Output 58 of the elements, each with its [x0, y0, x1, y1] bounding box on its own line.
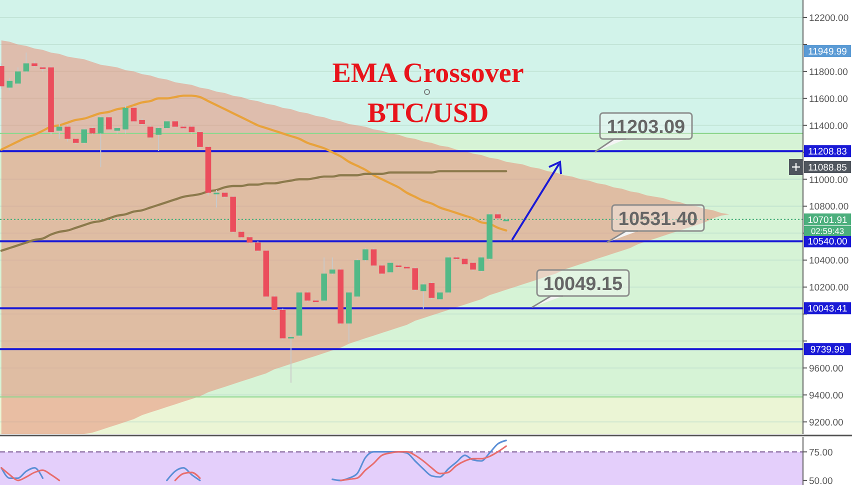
y-tick-label: 10200.00: [809, 282, 849, 294]
text: EMA Crossover: [332, 58, 524, 89]
candlestick: [122, 104, 128, 134]
candlestick: [254, 240, 261, 253]
ref-line-label: 10701.91: [808, 214, 848, 226]
y-tick-label: 9200.00: [809, 417, 844, 428]
candlestick: [420, 282, 426, 310]
candlestick: [470, 260, 476, 272]
y-tick-label: 10400.00: [809, 256, 849, 267]
candlestick: [156, 126, 162, 152]
text: BTC/USD: [367, 98, 489, 129]
candlestick: [387, 260, 394, 274]
y-tick-label: 10800.00: [809, 202, 849, 213]
y-tick-label: 9400.00: [809, 390, 844, 402]
text: 02:59:43: [810, 226, 844, 236]
candlestick: [214, 190, 220, 208]
candlestick: [130, 106, 137, 124]
ref-line-label: 10043.41: [808, 304, 848, 315]
candlestick: [6, 78, 13, 91]
candlestick: [23, 52, 30, 74]
candlestick: [304, 290, 310, 302]
y-tick-label: 9600.00: [809, 363, 844, 374]
candlestick: [428, 281, 435, 300]
y-tick-label: 11800.00: [809, 66, 848, 78]
candlestick: [478, 256, 484, 273]
candlestick: [147, 124, 154, 140]
candlestick: [81, 128, 88, 145]
candlestick: [437, 290, 443, 302]
candlestick: [56, 124, 62, 140]
ref-line-label: 10540.00: [808, 236, 848, 248]
y-tick-label: 11000.00: [809, 174, 848, 186]
text: 11949.99: [808, 46, 847, 58]
candlestick: [362, 248, 368, 262]
text: 11088.85: [808, 162, 847, 174]
ref-line-label: 9739.99: [810, 344, 845, 356]
annotation: 10049.15: [543, 274, 624, 295]
annotation: 11203.09: [606, 117, 686, 138]
candlestick: [272, 294, 278, 312]
y-tick-label: 12200.00: [809, 13, 849, 24]
y-tick-label: 11400.00: [809, 120, 848, 132]
candlestick: [106, 115, 112, 132]
candlestick: [370, 248, 377, 268]
candlestick: [379, 264, 385, 276]
line-series: [0, 94, 508, 232]
candlestick: [98, 115, 104, 168]
candlestick: [197, 130, 203, 150]
candlestick: [164, 119, 170, 130]
line-series: [0, 170, 508, 252]
annotation: 10531.40: [618, 209, 698, 230]
candlestick: [15, 66, 21, 86]
candlestick: [64, 124, 70, 142]
y-tick-label: 50.00: [809, 476, 833, 485]
candlestick: [288, 334, 294, 384]
candlestick: [329, 256, 336, 276]
candlestick: [412, 266, 418, 292]
y-tick-label: 75.00: [809, 447, 833, 458]
y-tick-label: 11600.00: [809, 94, 848, 105]
ref-line-label: 11208.83: [808, 146, 847, 158]
